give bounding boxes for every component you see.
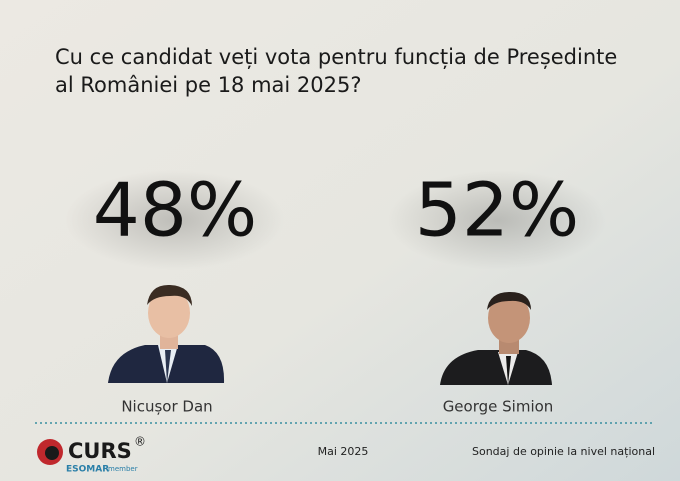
candidate-name: George Simion [443, 398, 554, 416]
result: 52% [415, 168, 579, 254]
logo-esomar: ESOMAR [66, 465, 109, 475]
logo: CURS ® ESOMAR member [37, 435, 146, 475]
candidate-name: Nicușor Dan [121, 398, 212, 416]
footer-date: Mai 2025 [318, 445, 369, 458]
logo-member: member [108, 465, 138, 473]
candidate-photo [108, 284, 225, 383]
logo-mark: ® [134, 435, 146, 449]
footer-note: Sondaj de opinie la nivel național [472, 445, 655, 458]
candidate-photo [440, 292, 552, 385]
logo-icon [45, 446, 59, 460]
logo-brand: CURS [68, 439, 132, 463]
shadow [65, 170, 285, 270]
title-line: al României pe 18 mai 2025? [55, 73, 362, 97]
result: 48% [93, 168, 257, 254]
title-line: Cu ce candidat veți vota pentru funcția … [55, 45, 617, 69]
shadow [387, 170, 607, 270]
